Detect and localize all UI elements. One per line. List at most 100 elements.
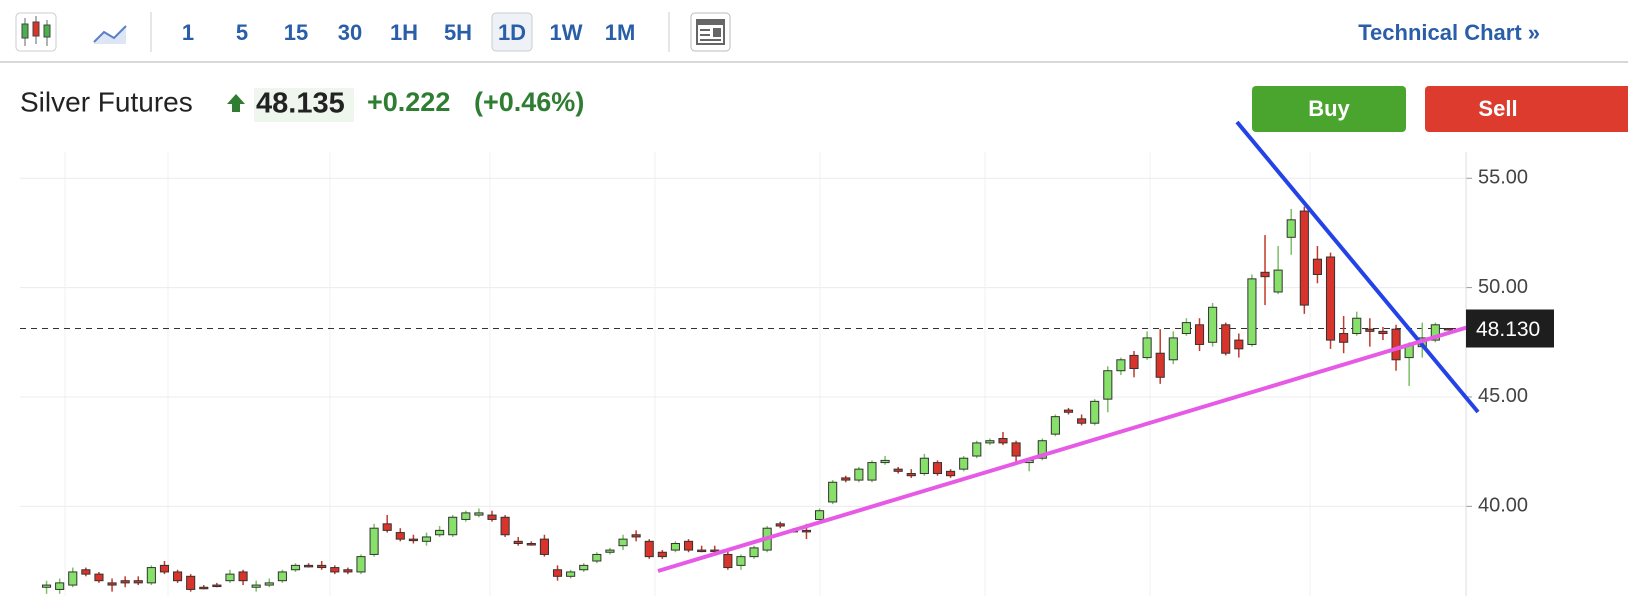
candle-body <box>264 582 274 586</box>
candle-body <box>932 462 943 475</box>
candle-body <box>120 580 130 584</box>
last-price-tag <box>1466 309 1554 348</box>
candle-body <box>919 457 929 475</box>
candle-body <box>1129 354 1139 370</box>
candle-body <box>304 564 314 568</box>
candle-body <box>1273 269 1283 293</box>
candle-body <box>1037 440 1047 459</box>
interval-button[interactable]: 1W <box>550 20 583 45</box>
candle-body <box>159 564 170 573</box>
candle-body <box>1181 322 1191 335</box>
candle-body <box>395 532 405 540</box>
candle-body <box>343 569 353 573</box>
candle-body <box>421 536 432 542</box>
line-type-button[interactable] <box>93 25 127 44</box>
candle-body <box>1299 210 1309 306</box>
candle-body <box>631 534 641 538</box>
candle-body <box>998 438 1008 444</box>
candle-body <box>644 540 654 558</box>
candle-body <box>880 459 890 464</box>
candle-body <box>382 523 392 531</box>
candle-body <box>906 473 916 477</box>
interval-button[interactable]: 1 <box>182 20 194 45</box>
up-arrow <box>227 94 245 112</box>
candle-body <box>173 571 183 582</box>
candle-body <box>1234 339 1244 350</box>
change-percent: (+0.46%) <box>474 87 584 117</box>
sell-label[interactable]: Sell <box>1478 96 1517 121</box>
candle-body <box>985 440 995 444</box>
candle-body <box>749 547 759 558</box>
candle-body <box>199 586 209 590</box>
price-background <box>254 88 354 122</box>
candle-body <box>133 580 143 584</box>
candle-body <box>605 549 615 553</box>
candle-body <box>1430 324 1440 341</box>
candle-body <box>959 457 969 470</box>
candle-body <box>81 569 91 575</box>
candle-body <box>1325 256 1336 341</box>
interval-button[interactable]: 30 <box>338 20 362 45</box>
candle-body <box>500 516 510 536</box>
news-button[interactable] <box>690 12 731 52</box>
trend-line <box>657 320 1486 573</box>
candle-body <box>55 582 65 590</box>
candle-body <box>1142 337 1152 359</box>
candle-body <box>94 573 104 582</box>
buy-label[interactable]: Buy <box>1308 96 1350 121</box>
candle-type-button[interactable] <box>15 12 57 52</box>
candle-body <box>212 584 222 588</box>
instrument-name: Silver Futures <box>20 86 193 117</box>
candle-body <box>1194 324 1205 345</box>
candle-body <box>146 567 156 584</box>
candle-body <box>1260 271 1270 278</box>
interval-button[interactable]: 1D <box>498 20 526 45</box>
candle-body <box>552 569 563 577</box>
candle-body <box>435 529 445 536</box>
candle-body <box>697 549 707 553</box>
candle-body <box>736 556 746 566</box>
candle-body <box>683 540 694 551</box>
candle-body <box>1339 333 1349 343</box>
candle-body <box>1391 328 1401 361</box>
candle-body <box>1221 324 1231 354</box>
candle-body <box>1011 442 1021 457</box>
candle-body <box>828 481 838 503</box>
candle-body <box>579 564 589 571</box>
candle-body <box>814 510 825 520</box>
candle-body <box>1352 317 1362 335</box>
interval-button[interactable]: 1M <box>605 20 636 45</box>
candle-body <box>854 468 864 481</box>
buy-button[interactable]: Buy <box>1252 86 1406 132</box>
technical-chart-link[interactable]: Technical Chart » <box>1358 20 1540 45</box>
interval-button[interactable]: 5H <box>444 20 472 45</box>
candle-body <box>1116 359 1126 372</box>
last-price-label: 48.130 <box>1476 318 1540 341</box>
candle-body <box>1443 328 1454 331</box>
interval-button[interactable]: 1H <box>390 20 418 45</box>
candle-body <box>251 584 261 588</box>
sell-button[interactable]: Sell <box>1425 86 1628 132</box>
candle-body <box>539 538 549 555</box>
candle-body <box>526 543 536 546</box>
y-tick-label: 40.00 <box>1478 495 1528 517</box>
candle-body <box>1247 278 1257 345</box>
y-tick-label: 50.00 <box>1478 276 1528 298</box>
candle-body <box>801 529 812 533</box>
candle-body <box>1365 328 1375 332</box>
candle-body <box>1312 258 1322 275</box>
candle-body <box>290 564 301 571</box>
candle-body <box>1378 330 1388 335</box>
candle-body <box>893 468 903 472</box>
interval-button[interactable]: 15 <box>284 20 308 45</box>
candle-body <box>1155 352 1165 378</box>
interval-button[interactable]: 5 <box>236 20 248 45</box>
candle-body <box>225 573 235 582</box>
candle-body <box>1103 370 1113 400</box>
y-tick-label: 45.00 <box>1478 385 1528 407</box>
candle-body <box>448 516 458 536</box>
candle-body <box>1050 416 1060 435</box>
candle-body <box>317 564 327 569</box>
candle-body <box>775 523 785 527</box>
trend-line <box>1235 120 1480 414</box>
